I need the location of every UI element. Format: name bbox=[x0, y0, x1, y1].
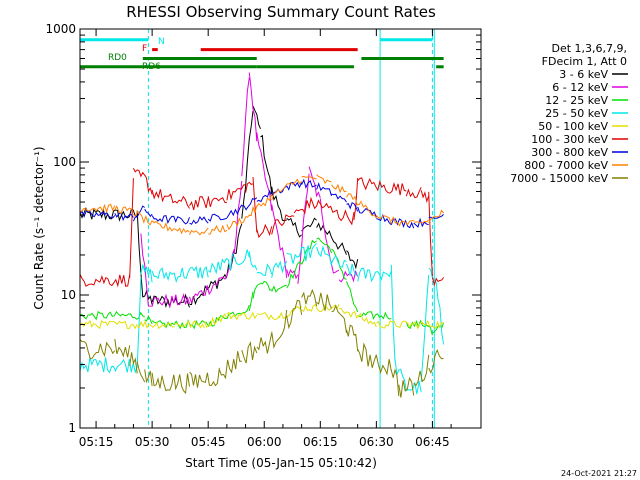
series-line-50-100-kev-kev bbox=[79, 303, 444, 330]
legend: Det 1,3,6,7,9, FDecim 1, Att 0 3 - 6 keV… bbox=[510, 42, 628, 185]
y-tick-label-1000: 1000 bbox=[45, 22, 76, 36]
x-axis: 05:15 05:30 05:45 06:00 06:15 06:30 06:45 bbox=[79, 29, 452, 449]
legend-label-7000-15000-kev: 7000 - 15000 keV bbox=[510, 172, 608, 185]
plot-area: N F RD0 RD6 bbox=[79, 29, 445, 428]
series-line-300-800-kev-kev bbox=[79, 178, 444, 229]
marker-label-rd6: RD6 bbox=[142, 62, 161, 72]
y-tick-label-100: 100 bbox=[53, 155, 76, 169]
legend-label-6-12-kev: 6 - 12 keV bbox=[552, 81, 608, 94]
legend-label-12-25-kev: 12 - 25 keV bbox=[545, 94, 608, 107]
series-line-100-300-kev-kev bbox=[79, 168, 445, 288]
x-tick-label-0630: 06:30 bbox=[359, 435, 394, 449]
chart-title: RHESSI Observing Summary Count Rates bbox=[126, 3, 436, 21]
legend-label-800-7000-kev: 800 - 7000 keV bbox=[524, 159, 608, 172]
legend-header-line-1: Det 1,3,6,7,9, bbox=[551, 42, 627, 55]
y-tick-label-10: 10 bbox=[61, 288, 76, 302]
generated-timestamp: 24-Oct-2021 21:27 bbox=[561, 469, 637, 478]
legend-label-100-300-kev: 100 - 300 keV bbox=[531, 133, 608, 146]
x-tick-label-0545: 05:45 bbox=[191, 435, 226, 449]
series-line-12-25-kev-kev bbox=[79, 237, 445, 336]
y-axis-label: Count Rate (s⁻¹ detector⁻¹) bbox=[32, 146, 46, 309]
legend-label-25-50-kev: 25 - 50 keV bbox=[545, 107, 608, 120]
marker-label-n: N bbox=[158, 37, 165, 47]
series-line-7000-15000-kev-kev bbox=[79, 288, 444, 398]
series-line-800-7000-kev-kev bbox=[79, 174, 444, 236]
x-tick-label-0600: 06:00 bbox=[247, 435, 282, 449]
x-tick-label-0515: 05:15 bbox=[79, 435, 114, 449]
x-tick-label-0645: 06:45 bbox=[415, 435, 450, 449]
legend-header-line-2: FDecim 1, Att 0 bbox=[542, 55, 627, 68]
marker-label-f: F bbox=[142, 44, 147, 54]
series-line-6-12-kev-kev bbox=[140, 72, 359, 308]
x-tick-label-0615: 06:15 bbox=[303, 435, 338, 449]
marker-label-rd0: RD0 bbox=[108, 53, 127, 63]
x-axis-label: Start Time (05-Jan-15 05:10:42) bbox=[185, 456, 377, 470]
legend-label-3-6-kev: 3 - 6 keV bbox=[559, 68, 608, 81]
legend-label-50-100-kev: 50 - 100 keV bbox=[538, 120, 608, 133]
plot-frame bbox=[79, 28, 482, 429]
x-tick-label-0530: 05:30 bbox=[135, 435, 170, 449]
y-axis: 1 10 100 1000 bbox=[45, 22, 481, 435]
series-line-25-50-kev-kev bbox=[79, 242, 445, 395]
legend-label-300-800-kev: 300 - 800 keV bbox=[531, 146, 608, 159]
y-tick-label-1: 1 bbox=[68, 421, 76, 435]
